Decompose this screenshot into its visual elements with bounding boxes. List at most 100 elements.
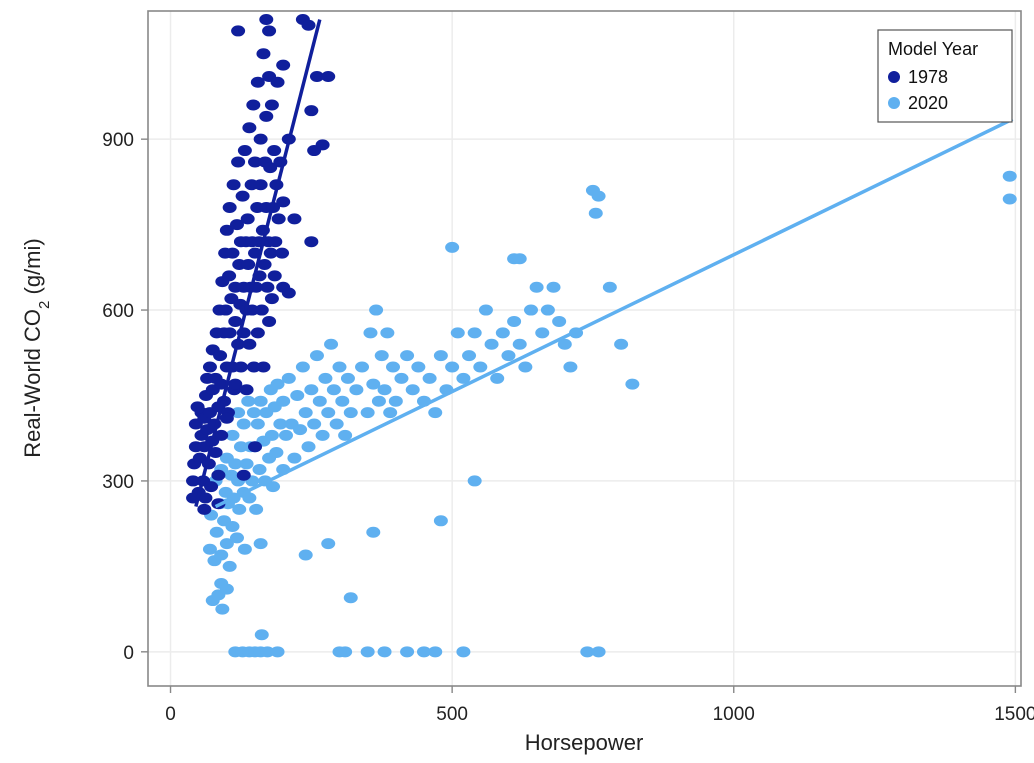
data-point-1978	[281, 287, 296, 299]
data-point-1978	[257, 258, 272, 270]
data-point-2020	[232, 503, 247, 515]
data-point-1978	[246, 361, 261, 373]
data-point-1978	[262, 25, 277, 37]
data-point-2020	[242, 492, 257, 504]
data-point-2020	[214, 549, 229, 561]
data-point-2020	[254, 629, 269, 641]
y-axis-title-main: Real-World CO	[20, 309, 45, 458]
data-point-1978	[240, 213, 255, 225]
data-point-2020	[552, 315, 567, 327]
data-point-2020	[467, 475, 482, 487]
data-point-2020	[377, 646, 392, 658]
data-point-1978	[242, 338, 257, 350]
data-point-2020	[249, 503, 264, 515]
data-point-2020	[512, 338, 527, 350]
data-point-2020	[229, 532, 244, 544]
data-point-2020	[278, 429, 293, 441]
data-point-2020	[276, 395, 291, 407]
data-point-1978	[270, 76, 285, 88]
data-point-1978	[235, 190, 250, 202]
data-point-1978	[309, 71, 324, 83]
legend-label-1978: 1978	[908, 67, 948, 87]
data-point-1978	[211, 469, 226, 481]
data-point-1978	[263, 162, 278, 174]
data-point-2020	[295, 361, 310, 373]
data-point-2020	[445, 361, 460, 373]
data-point-2020	[287, 452, 302, 464]
data-point-2020	[233, 441, 248, 453]
data-point-2020	[591, 190, 606, 202]
plot-frame	[147, 10, 1022, 687]
data-point-1978	[239, 384, 254, 396]
data-point-1978	[271, 213, 286, 225]
data-point-2020	[523, 304, 538, 316]
data-point-2020	[293, 424, 308, 436]
fit-line-2020	[214, 117, 1014, 509]
data-point-1978	[264, 99, 279, 111]
data-point-2020	[428, 407, 443, 419]
data-point-1978	[267, 270, 282, 282]
data-point-1978	[229, 219, 244, 231]
data-point-2020	[253, 395, 268, 407]
x-tick-label: 1500	[994, 704, 1034, 725]
y-axis-title: Real-World CO2 (g/mi)	[20, 238, 53, 457]
data-point-2020	[507, 315, 522, 327]
data-point-2020	[250, 418, 265, 430]
data-point-1978	[250, 76, 265, 88]
data-point-2020	[312, 395, 327, 407]
data-point-1978	[245, 304, 260, 316]
data-point-2020	[360, 646, 375, 658]
data-point-1978	[260, 281, 275, 293]
data-point-2020	[433, 515, 448, 527]
data-point-1978	[242, 122, 257, 134]
data-point-2020	[518, 361, 533, 373]
data-point-2020	[383, 407, 398, 419]
data-point-1978	[222, 202, 237, 214]
data-point-2020	[202, 543, 217, 555]
data-point-1978	[287, 213, 302, 225]
data-point-2020	[602, 281, 617, 293]
data-point-2020	[252, 464, 267, 476]
data-point-2020	[260, 646, 275, 658]
data-point-1978	[264, 293, 279, 305]
data-point-2020	[478, 304, 493, 316]
data-point-2020	[273, 418, 288, 430]
data-point-1978	[250, 327, 265, 339]
data-point-2020	[388, 395, 403, 407]
y-tick-label: 0	[123, 643, 134, 664]
data-point-2020	[366, 526, 381, 538]
data-point-2020	[529, 281, 544, 293]
data-point-2020	[304, 384, 319, 396]
data-point-2020	[338, 429, 353, 441]
legend-title: Model Year	[888, 39, 978, 59]
data-point-1978	[268, 236, 283, 248]
legend: Model Year 1978 2020	[877, 29, 1013, 123]
data-point-2020	[332, 646, 347, 658]
data-point-1978	[263, 247, 278, 259]
data-point-1978	[202, 361, 217, 373]
y-tick-label: 900	[102, 130, 134, 151]
data-point-1978	[304, 105, 319, 117]
data-point-1978	[225, 247, 240, 259]
data-point-2020	[298, 407, 313, 419]
data-point-2020	[416, 646, 431, 658]
data-point-2020	[219, 583, 234, 595]
data-point-2020	[501, 350, 516, 362]
data-point-2020	[535, 327, 550, 339]
data-point-2020	[335, 395, 350, 407]
data-point-2020	[270, 378, 285, 390]
data-point-2020	[360, 407, 375, 419]
series-layer	[186, 14, 1017, 658]
data-point-1978	[246, 99, 261, 111]
data-point-2020	[324, 338, 339, 350]
legend-box	[877, 29, 1013, 123]
x-tick-label: 500	[436, 704, 468, 725]
data-point-2020	[456, 646, 471, 658]
data-point-2020	[340, 372, 355, 384]
data-point-1978	[259, 14, 274, 26]
data-point-2020	[467, 327, 482, 339]
data-point-2020	[355, 361, 370, 373]
data-point-1978	[304, 236, 319, 248]
data-point-2020	[225, 429, 240, 441]
